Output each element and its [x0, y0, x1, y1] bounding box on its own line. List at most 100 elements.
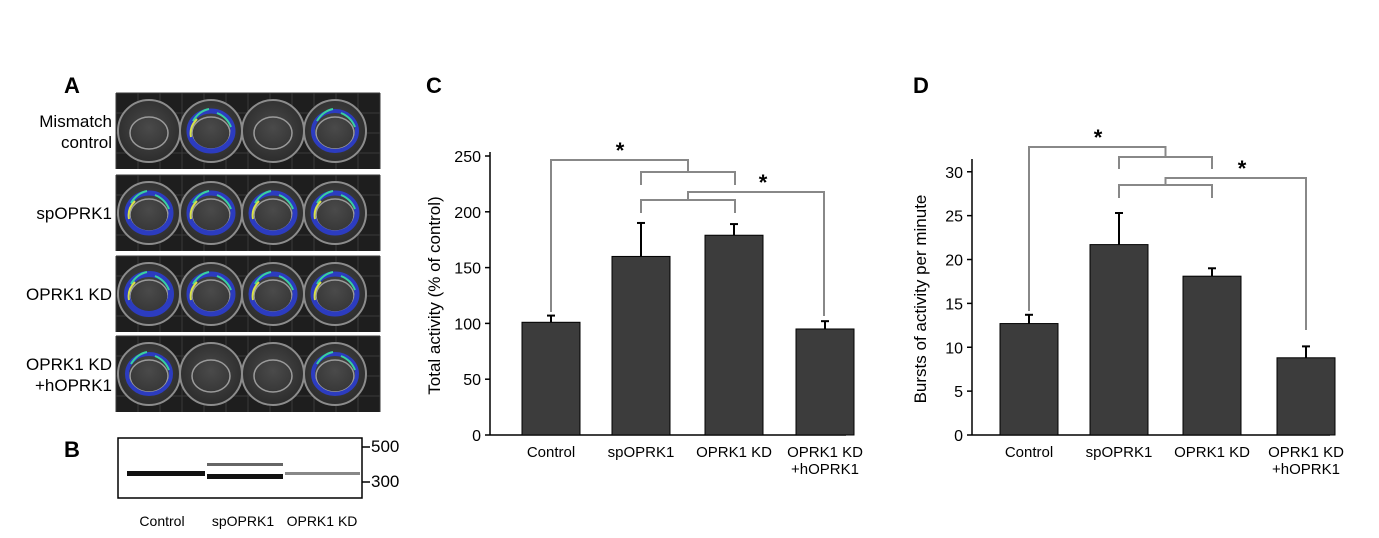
row-label-line: spOPRK1	[36, 204, 112, 223]
row-label-line: control	[61, 133, 112, 152]
significance-bracket-group	[640, 199, 736, 213]
y-tick-label: 20	[945, 253, 963, 270]
y-tick-label: 250	[454, 149, 481, 166]
activity-hotspot	[313, 281, 322, 301]
x-tick-label-line: Control	[527, 444, 575, 461]
activity-highlight	[130, 271, 170, 291]
larva-outline	[129, 116, 169, 150]
bar	[1276, 357, 1336, 436]
y-tick-label: 150	[454, 261, 481, 278]
x-tick-label-line: +hOPRK1	[1272, 461, 1340, 478]
gel-band-sp-upper	[207, 463, 283, 466]
activity-highlight	[316, 190, 356, 210]
activity-highlight	[254, 271, 294, 291]
row-label: spOPRK1	[36, 204, 112, 223]
panel-b-letter: B	[64, 437, 80, 462]
panel-a-well-images: Mismatch control spOPRK1 OPRK1 KD OPRK1 KD +h…	[26, 92, 381, 412]
y-tick-label: 30	[945, 165, 963, 182]
x-tick-label: spOPRK1	[608, 444, 675, 461]
row-label-line: Mismatch	[39, 112, 112, 131]
activity-hotspot	[189, 118, 198, 138]
activity-trace	[311, 109, 359, 153]
x-tick-label-line: spOPRK1	[1086, 444, 1153, 461]
activity-trace	[124, 271, 174, 317]
y-tick-label: 25	[945, 209, 963, 226]
y-tick-label: 15	[945, 296, 963, 313]
significance-star: *	[1238, 156, 1247, 181]
significance-bracket-arm	[1164, 177, 1307, 330]
gel-frame	[117, 437, 363, 499]
x-tick-label-line: OPRK1 KD	[1174, 444, 1250, 461]
x-tick-label-line: OPRK1 KD	[787, 444, 863, 461]
x-tick-label: Control	[1005, 444, 1053, 461]
y-axis-label: Total activity (% of control)	[425, 196, 444, 394]
activity-trace	[186, 108, 236, 154]
well-strip-row	[115, 255, 381, 332]
x-tick-label-line: OPRK1 KD	[696, 444, 772, 461]
bar	[1089, 244, 1149, 436]
bar	[999, 323, 1059, 436]
activity-hotspot	[127, 281, 136, 301]
y-axis-label: Bursts of activity per minute	[911, 195, 930, 404]
well-strip-row	[115, 92, 381, 169]
significance-star: *	[759, 170, 768, 195]
row-label: Mismatch control	[39, 112, 112, 152]
activity-trace	[186, 271, 236, 317]
row-label-line: OPRK1 KD	[26, 285, 112, 304]
x-tick-label-line: OPRK1 KD	[1268, 444, 1344, 461]
activity-highlight	[316, 108, 356, 128]
significance-bracket-group	[1118, 184, 1213, 198]
x-tick-label-line: Control	[1005, 444, 1053, 461]
row-label: OPRK1 KD	[26, 285, 112, 304]
larva-outline	[253, 359, 293, 393]
activity-trace	[310, 190, 360, 236]
gel-band-control	[127, 471, 205, 476]
activity-trace	[248, 190, 298, 236]
activity-hotspot	[251, 281, 260, 301]
panel-c-letter: C	[426, 73, 442, 98]
bar	[704, 234, 764, 436]
activity-hotspot	[189, 200, 198, 220]
gel-lane-label: OPRK1 KD	[287, 513, 358, 529]
y-tick-label: 0	[472, 428, 481, 445]
activity-trace	[248, 271, 298, 317]
activity-highlight	[254, 190, 294, 210]
gel-lane-label: Control	[139, 513, 184, 529]
bar	[521, 321, 581, 436]
activity-hotspot	[189, 281, 198, 301]
bar	[1182, 275, 1242, 436]
y-tick-label: 5	[954, 384, 963, 401]
larva-outline	[253, 116, 293, 150]
x-tick-label: spOPRK1	[1086, 444, 1153, 461]
panel-d-letter: D	[913, 73, 929, 98]
y-tick-label: 0	[954, 428, 963, 445]
y-tick-label: 200	[454, 205, 481, 222]
row-label: OPRK1 KD +hOPRK1	[26, 355, 112, 395]
activity-trace	[311, 352, 359, 396]
activity-highlight	[130, 351, 170, 371]
x-tick-label: Control	[527, 444, 575, 461]
y-tick-label: 50	[463, 372, 481, 389]
x-tick-label: OPRK1 KD +hOPRK1	[787, 444, 863, 478]
significance-bracket-group	[1118, 156, 1213, 169]
well-strip-row	[115, 335, 381, 412]
activity-highlight	[316, 271, 356, 291]
gel-marker-label: 300	[371, 472, 399, 491]
activity-hotspot	[251, 200, 260, 220]
well-strip-row	[115, 174, 381, 251]
activity-trace	[125, 352, 173, 396]
activity-hotspot	[313, 200, 322, 220]
row-label-line: +hOPRK1	[35, 376, 112, 395]
y-tick-label: 10	[945, 340, 963, 357]
larva-outline	[191, 359, 231, 393]
significance-bracket-arm	[550, 159, 689, 312]
activity-hotspot	[127, 200, 136, 220]
panel-a-letter: A	[64, 73, 80, 98]
x-tick-label: OPRK1 KD +hOPRK1	[1268, 444, 1344, 478]
x-tick-label: OPRK1 KD	[696, 444, 772, 461]
row-label-line: OPRK1 KD	[26, 355, 112, 374]
gel-lane-label: spOPRK1	[212, 513, 274, 529]
bar	[795, 328, 855, 436]
activity-highlight	[130, 190, 170, 210]
activity-highlight	[316, 351, 356, 371]
